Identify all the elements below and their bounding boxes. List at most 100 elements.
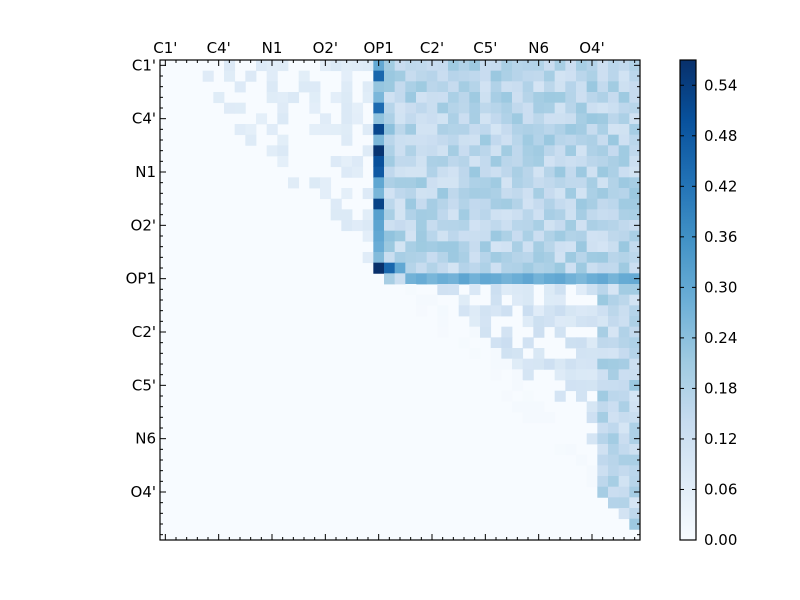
heatmap-cell [597,262,609,274]
heatmap-cell [618,508,630,520]
heatmap-cell [512,156,524,168]
heatmap-cell [629,412,641,424]
heatmap-cell [437,145,449,157]
heatmap-cell [501,166,513,178]
heatmap-cell [501,284,513,296]
heatmap-cell [480,124,492,136]
heatmap-cell [394,198,406,210]
heatmap-cell [576,252,588,264]
heatmap-cell [597,486,609,498]
heatmap-cell [522,188,534,200]
heatmap-cell [405,134,417,146]
heatmap-cell [533,124,545,136]
colorbar-tick-label: 0.30 [704,278,737,296]
heatmap-cell [501,230,513,242]
heatmap-cell [309,102,321,114]
heatmap-cell [426,230,438,242]
heatmap-cell [384,102,396,114]
heatmap-cell [544,81,556,93]
heatmap-cell [554,294,566,306]
heatmap-cell [501,358,513,370]
heatmap-cell [480,198,492,210]
heatmap-cell [544,70,556,82]
heatmap-cell [533,412,545,424]
heatmap-cell [618,316,630,328]
heatmap-cell [405,102,417,114]
heatmap-cell [565,369,577,381]
heatmap-cell [565,81,577,93]
heatmap-cell [618,294,630,306]
heatmap-cell [512,294,524,306]
heatmap-cell [608,422,620,434]
heatmap-cell [576,198,588,210]
heatmap-cell [405,220,417,232]
heatmap-cell [341,70,353,82]
heatmap-cell [458,177,470,189]
heatmap-cell [522,305,534,317]
heatmap-cell [202,70,214,82]
heatmap-cell [469,145,481,157]
heatmap-cell [490,348,502,360]
heatmap-cell [576,209,588,221]
heatmap-cell [522,241,534,253]
heatmap-cell [522,284,534,296]
heatmap-cell [533,145,545,157]
heatmap-cell [554,188,566,200]
heatmap-cell [224,102,236,114]
heatmap-cell [586,262,598,274]
heatmap-cell [554,198,566,210]
heatmap-cell [501,113,513,125]
heatmap-cell [373,145,385,157]
heatmap-cell [576,358,588,370]
heatmap-cell [565,273,577,285]
heatmap-cell [352,102,364,114]
heatmap-cell [597,348,609,360]
heatmap-cell [469,177,481,189]
heatmap-cell [362,252,374,264]
heatmap-cell [501,70,513,82]
heatmap-cell [362,60,374,72]
heatmap-cell [565,262,577,274]
heatmap-cell [586,166,598,178]
heatmap-cell [437,134,449,146]
heatmap-cell [490,188,502,200]
heatmap-cell [522,262,534,274]
heatmap-cell [554,166,566,178]
heatmap-cell [512,188,524,200]
x-tick-label: C1' [153,39,177,57]
heatmap-cell [544,124,556,136]
heatmap-cell [544,156,556,168]
heatmap-cell [234,124,246,136]
heatmap-cell [554,241,566,253]
heatmap-cell [586,380,598,392]
heatmap-cell [394,252,406,264]
heatmap-cell [394,60,406,72]
heatmap-cell [565,220,577,232]
heatmap-cell [618,209,630,221]
heatmap-cell [576,337,588,349]
heatmap-cell [469,209,481,221]
heatmap-cell [576,241,588,253]
heatmap-cell [629,70,641,82]
heatmap-cell [618,70,630,82]
heatmap-cell [608,369,620,381]
heatmap-cell [629,241,641,253]
heatmap-cell [298,70,310,82]
heatmap-cell [458,124,470,136]
colorbar-tick-label: 0.06 [704,480,737,498]
heatmap-cell [586,209,598,221]
heatmap-cell [618,337,630,349]
heatmap-cell [448,60,460,72]
heatmap-cell [586,358,598,370]
heatmap-cell [437,273,449,285]
heatmap-cell [373,81,385,93]
heatmap-cell [533,113,545,125]
heatmap-cell [362,209,374,221]
heatmap-cell [576,166,588,178]
heatmap-cell [480,145,492,157]
heatmap-cell [373,230,385,242]
heatmap-cell [522,401,534,413]
heatmap-cell [501,102,513,114]
heatmap-cell [618,177,630,189]
heatmap-cell [618,476,630,488]
